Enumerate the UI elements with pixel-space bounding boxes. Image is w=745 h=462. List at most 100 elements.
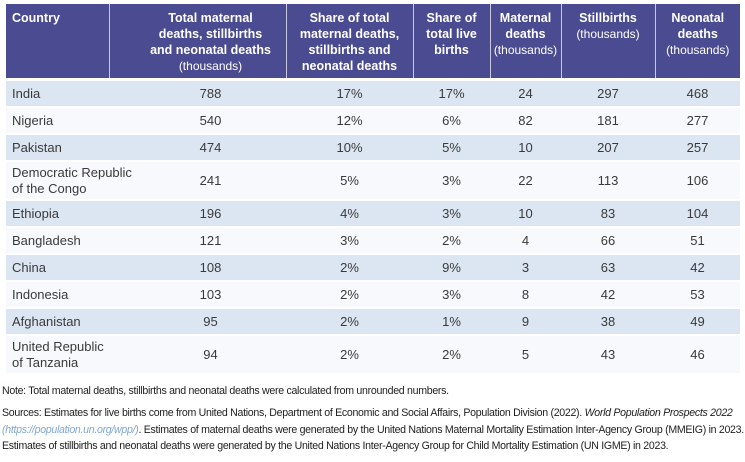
value-cell: 2% — [413, 227, 490, 255]
value-cell: 51 — [655, 227, 740, 255]
value-cell: 10% — [286, 134, 413, 162]
header-unit: (thousands) — [493, 43, 558, 57]
value-cell: 113 — [561, 161, 655, 201]
value-cell: 12% — [286, 107, 413, 135]
value-cell: 17% — [413, 79, 490, 108]
sources-text: Estimates of stillbirths and neonatal de… — [2, 440, 669, 452]
report-table-page: Country Total maternal deaths, stillbirt… — [0, 4, 745, 462]
header-unit: (thousands) — [666, 43, 730, 57]
header-label: Stillbirths — [579, 11, 637, 25]
header-maternal-deaths: Maternal deaths (thousands) — [489, 4, 561, 81]
country-cell: Nigeria — [6, 107, 109, 135]
table-row-bangladesh: Bangladesh 121 3% 2% 4 66 51 — [6, 227, 740, 255]
value-cell: 121 — [109, 227, 286, 255]
value-cell: 82 — [490, 107, 561, 135]
country-cell: United Republic of Tanzania — [6, 335, 109, 375]
value-cell: 2% — [286, 335, 413, 375]
value-cell: 42 — [561, 281, 655, 309]
value-cell: 10 — [490, 200, 561, 228]
header-unit: (thousands) — [576, 27, 640, 41]
value-cell: 106 — [655, 161, 740, 201]
country-cell: Democratic Republic of the Congo — [6, 161, 132, 201]
value-cell: 5 — [490, 335, 561, 375]
value-cell: 8 — [490, 281, 561, 309]
sources-url-link[interactable]: (https://population.un.org/wpp/) — [2, 423, 139, 436]
value-cell: 5% — [286, 161, 413, 201]
sources-text: . Estimates of maternal deaths were gene… — [138, 423, 744, 436]
table-row-afghanistan: Afghanistan 95 2% 1% 9 38 49 — [6, 308, 740, 336]
maternal-mortality-table: Country Total maternal deaths, stillbirt… — [6, 4, 740, 375]
table-header: Country Total maternal deaths, stillbirt… — [6, 4, 740, 81]
header-stillbirths: Stillbirths (thousands) — [560, 4, 655, 81]
header-label: Maternal deaths — [499, 11, 552, 41]
table-row-tanzania: United Republic of Tanzania 94 2% 2% 5 4… — [6, 335, 740, 375]
value-cell: 103 — [109, 281, 286, 309]
header-label: Share of total maternal deaths, stillbir… — [299, 11, 400, 73]
header-share-total-deaths: Share of total maternal deaths, stillbir… — [285, 4, 413, 81]
value-cell: 104 — [655, 200, 740, 228]
country-cell: Ethiopia — [6, 200, 109, 228]
value-cell: 43 — [561, 335, 655, 375]
value-cell: 9 — [490, 308, 561, 336]
header-unit: (thousands) — [178, 59, 243, 73]
header-total-deaths: Total maternal deaths, stillbirths and n… — [108, 4, 286, 81]
value-cell: 2% — [286, 254, 413, 282]
value-cell: 297 — [561, 79, 655, 108]
value-cell: 4% — [286, 200, 413, 228]
header-neonatal-deaths: Neonatal deaths (thousands) — [654, 4, 740, 81]
value-cell: 6% — [413, 107, 490, 135]
value-cell: 83 — [561, 200, 655, 228]
sources-line-1: Sources: Estimates for live births come … — [2, 405, 745, 422]
header-country: Country — [6, 4, 109, 81]
value-cell: 474 — [109, 134, 286, 162]
value-cell: 3% — [413, 161, 490, 201]
value-cell: 3% — [413, 281, 490, 309]
value-cell: 181 — [561, 107, 655, 135]
country-cell: India — [6, 79, 109, 108]
value-cell: 196 — [109, 200, 286, 228]
value-cell: 207 — [561, 134, 655, 162]
table-row-drc: Democratic Republic of the Congo 241 5% … — [6, 161, 740, 201]
value-cell: 53 — [655, 281, 740, 309]
value-cell: 63 — [561, 254, 655, 282]
sources-line-3: Estimates of stillbirths and neonatal de… — [2, 438, 745, 455]
table-row-indonesia: Indonesia 103 2% 3% 8 42 53 — [6, 281, 740, 309]
table-body: India 788 17% 17% 24 297 468 Nigeria 540… — [6, 79, 740, 375]
value-cell: 241 — [109, 161, 286, 201]
value-cell: 9% — [413, 254, 490, 282]
country-cell: Bangladesh — [6, 227, 109, 255]
header-row: Country Total maternal deaths, stillbirt… — [6, 4, 740, 81]
value-cell: 2% — [413, 335, 490, 375]
header-share-live-births: Share of total live births — [412, 4, 490, 81]
value-cell: 24 — [490, 79, 561, 108]
note-line: Note: Total maternal deaths, stillbirths… — [2, 385, 449, 397]
header-label: Country — [12, 11, 60, 25]
footnotes: Note: Total maternal deaths, stillbirths… — [2, 385, 745, 455]
value-cell: 66 — [561, 227, 655, 255]
value-cell: 95 — [109, 308, 286, 336]
table-row-india: India 788 17% 17% 24 297 468 — [6, 79, 740, 108]
sources-line-2: (https://population.un.org/wpp/). Estima… — [2, 422, 745, 439]
table-row-china: China 108 2% 9% 3 63 42 — [6, 254, 740, 282]
value-cell: 3% — [286, 227, 413, 255]
sources-publication-title: World Population Prospects 2022 — [584, 407, 733, 419]
value-cell: 277 — [655, 107, 740, 135]
value-cell: 3 — [490, 254, 561, 282]
header-label: Total maternal deaths, stillbirths and n… — [150, 11, 271, 57]
table-row-pakistan: Pakistan 474 10% 5% 10 207 257 — [6, 134, 740, 162]
value-cell: 5% — [413, 134, 490, 162]
header-label: Share of total live births — [426, 11, 477, 57]
value-cell: 2% — [286, 308, 413, 336]
value-cell: 94 — [109, 335, 286, 375]
table-row-nigeria: Nigeria 540 12% 6% 82 181 277 — [6, 107, 740, 135]
value-cell: 22 — [490, 161, 561, 201]
sources-text: Sources: Estimates for live births come … — [2, 407, 585, 419]
value-cell: 540 — [109, 107, 286, 135]
country-cell: China — [6, 254, 109, 282]
value-cell: 42 — [655, 254, 740, 282]
value-cell: 788 — [109, 79, 286, 108]
value-cell: 4 — [490, 227, 561, 255]
value-cell: 108 — [109, 254, 286, 282]
table-row-ethiopia: Ethiopia 196 4% 3% 10 83 104 — [6, 200, 740, 228]
country-cell: Afghanistan — [6, 308, 109, 336]
